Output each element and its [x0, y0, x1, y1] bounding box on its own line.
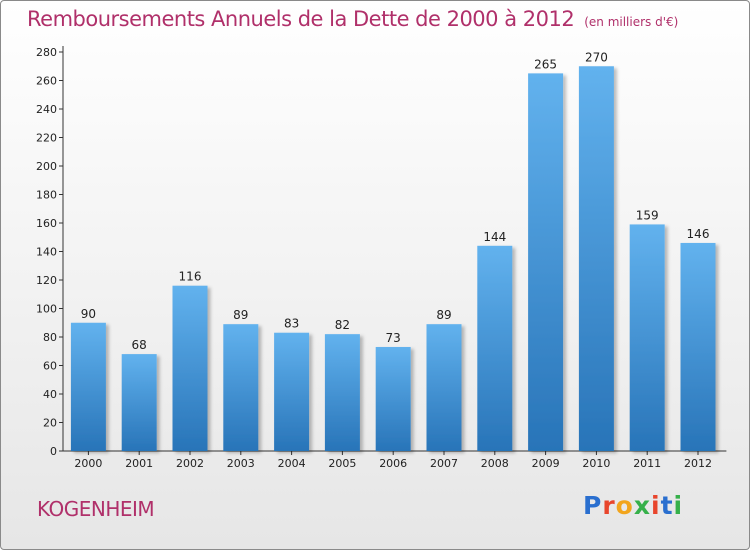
y-tick-label: 180	[36, 189, 57, 202]
value-label-2010: 270	[585, 50, 608, 64]
value-label-2012: 146	[687, 227, 710, 241]
value-label-2005: 82	[335, 318, 350, 332]
x-tick-label-2005: 2005	[328, 457, 356, 470]
x-tick-label-2012: 2012	[684, 457, 712, 470]
bar-2004	[274, 332, 310, 451]
value-label-2011: 159	[636, 208, 659, 222]
logo-letter: P	[583, 491, 603, 520]
logo-letter: i	[673, 491, 684, 520]
logo-letter: r	[602, 491, 616, 520]
bar-2005	[324, 334, 360, 451]
y-tick-label: 80	[43, 331, 57, 344]
bar-2006	[375, 346, 411, 451]
value-label-2001: 68	[132, 338, 147, 352]
logo-letter: i	[651, 491, 661, 520]
y-tick-label: 60	[43, 360, 57, 373]
bar-2001	[121, 354, 157, 451]
x-tick-label-2002: 2002	[176, 457, 204, 470]
logo-letter: x	[633, 491, 651, 520]
proxiti-logo: Proxiti	[583, 491, 683, 520]
y-tick-label: 120	[36, 274, 57, 287]
y-tick-label: 140	[36, 246, 57, 259]
bars: 90 68 116 89 83 82 73 89 144 265 270 159 146	[70, 50, 716, 451]
value-label-2009: 265	[534, 57, 557, 71]
value-label-2004: 83	[284, 317, 299, 331]
bar-2012	[680, 242, 716, 451]
bar-2008	[477, 245, 513, 451]
x-tick-label-2010: 2010	[582, 457, 610, 470]
city-name: KOGENHEIM	[37, 497, 155, 521]
bar-2010	[578, 66, 614, 451]
bar-2000	[70, 322, 106, 451]
y-tick-label: 100	[36, 303, 57, 316]
value-label-2002: 116	[179, 270, 202, 284]
y-tick-label: 20	[43, 417, 57, 430]
y-tick-label: 200	[36, 160, 57, 173]
y-tick-label: 160	[36, 217, 57, 230]
bar-2009	[528, 73, 564, 451]
bar-2011	[629, 224, 665, 451]
axes: 0 20 40 60 80 100 120 140 160 180 200 220 240 260 280 2…	[36, 46, 727, 470]
y-tick-label: 280	[36, 46, 57, 59]
bar-2007	[426, 324, 462, 451]
logo-letter: o	[615, 491, 634, 520]
value-label-2003: 89	[233, 308, 248, 322]
x-tick-label-2001: 2001	[125, 457, 153, 470]
x-tick-label-2011: 2011	[633, 457, 661, 470]
x-tick-label-2006: 2006	[379, 457, 407, 470]
value-label-2007: 89	[436, 308, 451, 322]
chart-title: Remboursements Annuels de la Dette de 20…	[27, 7, 678, 31]
value-label-2006: 73	[386, 331, 401, 345]
value-label-2008: 144	[483, 230, 506, 244]
x-tick-label-2004: 2004	[278, 457, 306, 470]
y-tick-label: 240	[36, 103, 57, 116]
y-tick-label: 40	[43, 388, 57, 401]
y-tick-label: 260	[36, 75, 57, 88]
x-tick-label-2003: 2003	[227, 457, 255, 470]
bar-2003	[223, 324, 259, 451]
value-label-2000: 90	[81, 307, 96, 321]
x-tick-label-2009: 2009	[532, 457, 560, 470]
title-text: Remboursements Annuels de la Dette de 20…	[27, 7, 575, 31]
x-tick-label-2007: 2007	[430, 457, 458, 470]
logo-letter: t	[660, 491, 674, 520]
bar-2002	[172, 285, 208, 451]
y-tick-label: 220	[36, 132, 57, 145]
y-tick-label: 0	[50, 445, 57, 458]
unit-label: (en milliers d'€)	[584, 15, 679, 29]
x-tick-label-2008: 2008	[481, 457, 509, 470]
x-tick-label-2000: 2000	[74, 457, 102, 470]
